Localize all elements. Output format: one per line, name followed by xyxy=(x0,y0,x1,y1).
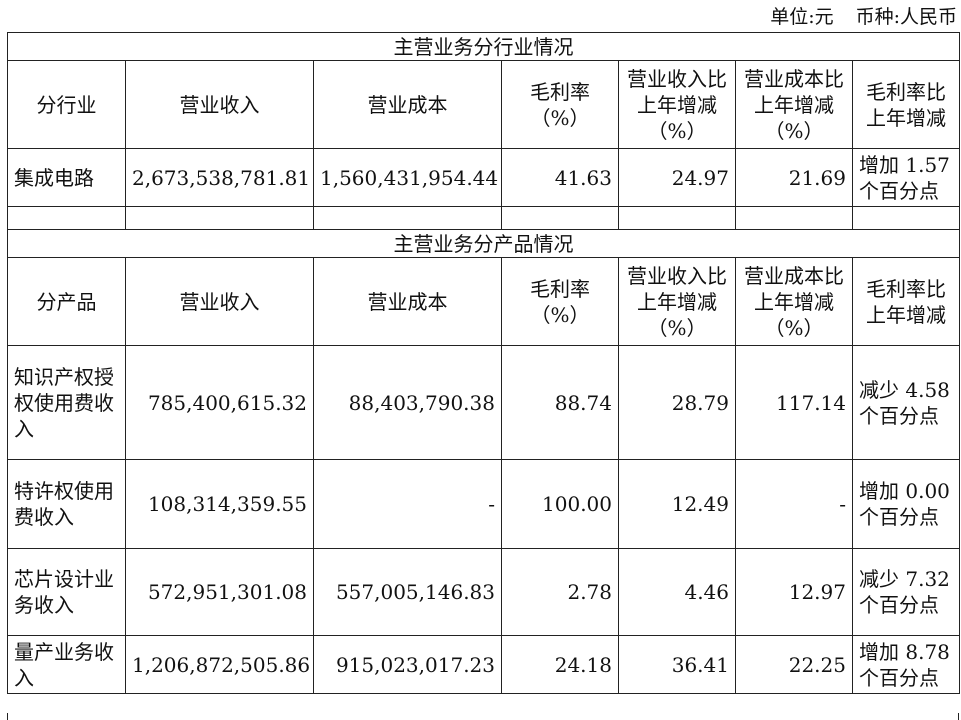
table-row: 特许权使用费收入 108,314,359.55 - 100.00 12.49 -… xyxy=(7,459,961,549)
cost-change-cell: 117.14 xyxy=(735,345,853,460)
table-row: 量产业务收入 1,206,872,505.86 915,023,017.23 2… xyxy=(7,635,961,694)
section-title-industry: 主营业务分行业情况 xyxy=(6,32,961,61)
empty-cell xyxy=(313,206,502,230)
revenue-change-cell: 36.41 xyxy=(618,635,736,694)
revenue-change-cell: 12.49 xyxy=(618,459,736,549)
revenue-cell: 572,951,301.08 xyxy=(125,548,314,636)
table-row: 知识产权授权使用费收入 785,400,615.32 88,403,790.38… xyxy=(7,345,961,460)
margin-cell: 2.78 xyxy=(501,548,619,636)
empty-cell xyxy=(851,206,961,230)
section-title-product: 主营业务分产品情况 xyxy=(6,229,961,258)
header-row-industry: 分行业 营业收入 营业成本 毛利率（%） 营业收入比上年增减（%） 营业成本比上… xyxy=(7,60,961,149)
header-cell: 营业收入 xyxy=(125,257,314,346)
section-row-industry: 主营业务分行业情况 xyxy=(6,32,961,61)
row-label: 芯片设计业务收入 xyxy=(7,548,126,636)
cost-change-cell: 22.25 xyxy=(735,635,853,694)
header-cell: 营业成本比上年增减（%） xyxy=(735,60,853,149)
row-label: 知识产权授权使用费收入 xyxy=(7,345,126,460)
margin-cell: 88.74 xyxy=(501,345,619,460)
margin-cell: 24.18 xyxy=(501,635,619,694)
margin-change-cell: 减少 4.58 个百分点 xyxy=(851,345,961,460)
header-cell: 营业收入比上年增减（%） xyxy=(618,257,736,346)
header-cell: 营业成本比上年增减（%） xyxy=(735,257,853,346)
row-label: 集成电路 xyxy=(7,148,126,207)
margin-cell: 100.00 xyxy=(501,459,619,549)
empty-cell xyxy=(618,206,736,230)
table-row: 集成电路 2,673,538,781.81 1,560,431,954.44 4… xyxy=(7,148,961,207)
cost-cell: 1,560,431,954.44 xyxy=(313,148,502,207)
header-row-product: 分产品 营业收入 营业成本 毛利率（%） 营业收入比上年增减（%） 营业成本比上… xyxy=(7,257,961,346)
header-cell: 毛利率比上年增减 xyxy=(851,257,961,346)
section-row-product: 主营业务分产品情况 xyxy=(6,229,961,258)
cost-change-cell: 21.69 xyxy=(735,148,853,207)
header-cell: 毛利率（%） xyxy=(501,60,619,149)
revenue-change-cell: 28.79 xyxy=(618,345,736,460)
header-cell: 营业收入 xyxy=(125,60,314,149)
cost-cell: 557,005,146.83 xyxy=(313,548,502,636)
margin-change-cell: 增加 0.00 个百分点 xyxy=(851,459,961,549)
currency-label: 币种:人民币 xyxy=(855,6,957,28)
row-label: 特许权使用费收入 xyxy=(7,459,126,549)
table-row: 芯片设计业务收入 572,951,301.08 557,005,146.83 2… xyxy=(7,548,961,636)
empty-cell xyxy=(125,206,314,230)
unit-line: 单位:元 币种:人民币 xyxy=(770,0,957,32)
empty-cell xyxy=(7,206,126,230)
margin-cell: 41.63 xyxy=(501,148,619,207)
business-segment-table: 主营业务分行业情况 分行业 营业收入 营业成本 毛利率（%） 营业收入比上年增减… xyxy=(6,32,961,694)
revenue-change-cell: 24.97 xyxy=(618,148,736,207)
revenue-cell: 2,673,538,781.81 xyxy=(125,148,314,207)
margin-change-cell: 增加 8.78 个百分点 xyxy=(851,635,961,694)
header-cell: 营业收入比上年增减（%） xyxy=(618,60,736,149)
revenue-cell: 785,400,615.32 xyxy=(125,345,314,460)
cost-cell: - xyxy=(313,459,502,549)
cost-change-cell: - xyxy=(735,459,853,549)
margin-change-cell: 减少 7.32 个百分点 xyxy=(851,548,961,636)
row-label: 量产业务收入 xyxy=(7,635,126,694)
header-cell: 毛利率（%） xyxy=(501,257,619,346)
cost-change-cell: 12.97 xyxy=(735,548,853,636)
header-cell: 毛利率比上年增减 xyxy=(851,60,961,149)
header-cell: 分行业 xyxy=(7,60,126,149)
revenue-cell: 108,314,359.55 xyxy=(125,459,314,549)
empty-cell xyxy=(735,206,853,230)
revenue-cell: 1,206,872,505.86 xyxy=(125,635,314,694)
empty-cell xyxy=(501,206,619,230)
cost-cell: 88,403,790.38 xyxy=(313,345,502,460)
revenue-change-cell: 4.46 xyxy=(618,548,736,636)
next-section-edge xyxy=(7,713,959,720)
cost-cell: 915,023,017.23 xyxy=(313,635,502,694)
unit-label: 单位:元 xyxy=(770,6,834,28)
header-cell: 营业成本 xyxy=(313,60,502,149)
empty-row xyxy=(7,206,961,230)
margin-change-cell: 增加 1.57 个百分点 xyxy=(851,148,961,207)
header-cell: 营业成本 xyxy=(313,257,502,346)
header-cell: 分产品 xyxy=(7,257,126,346)
